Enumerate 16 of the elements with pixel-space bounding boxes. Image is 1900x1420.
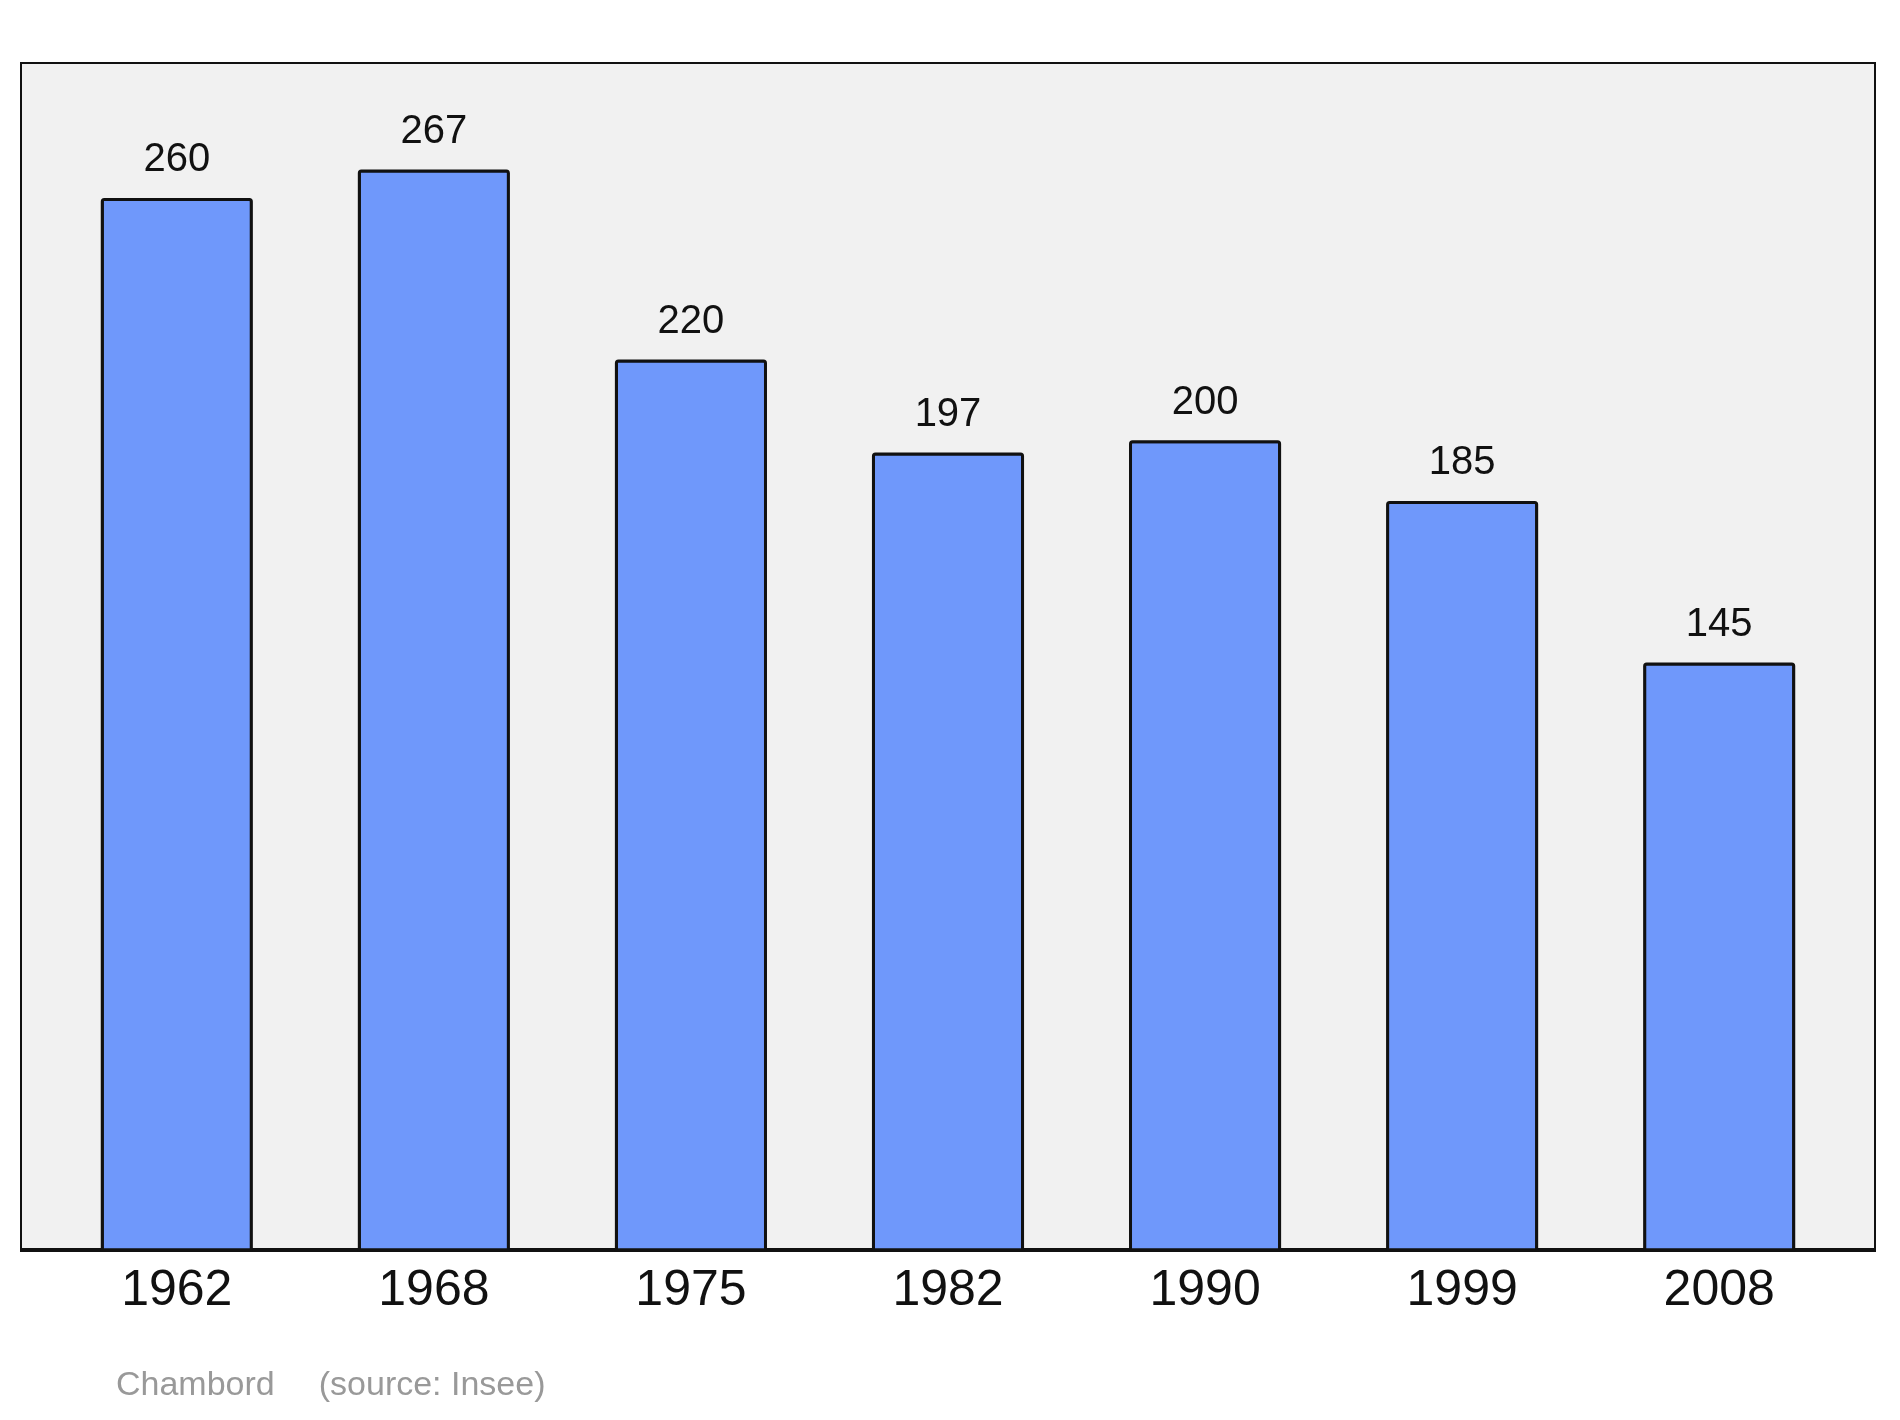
data-label: 220: [657, 297, 725, 342]
x-tick-label: 1962: [121, 1259, 233, 1316]
data-label: 260: [143, 135, 211, 180]
data-label: 267: [400, 107, 468, 152]
text: Chambord: [116, 1364, 275, 1402]
x-tick-label: 1990: [1149, 1259, 1261, 1316]
data-label: 200: [1171, 377, 1239, 422]
x-tick-label: 1999: [1406, 1259, 1518, 1316]
x-tick-label: 2008: [1663, 1259, 1775, 1316]
text: (source: Insee): [318, 1364, 546, 1402]
x-tick-label: 1982: [892, 1259, 1004, 1316]
data-label: 197: [914, 389, 982, 434]
x-tick-label: 1968: [378, 1259, 490, 1316]
x-tick-label: 1975: [635, 1259, 747, 1316]
data-label: 185: [1428, 438, 1496, 483]
data-label: 145: [1685, 600, 1753, 645]
